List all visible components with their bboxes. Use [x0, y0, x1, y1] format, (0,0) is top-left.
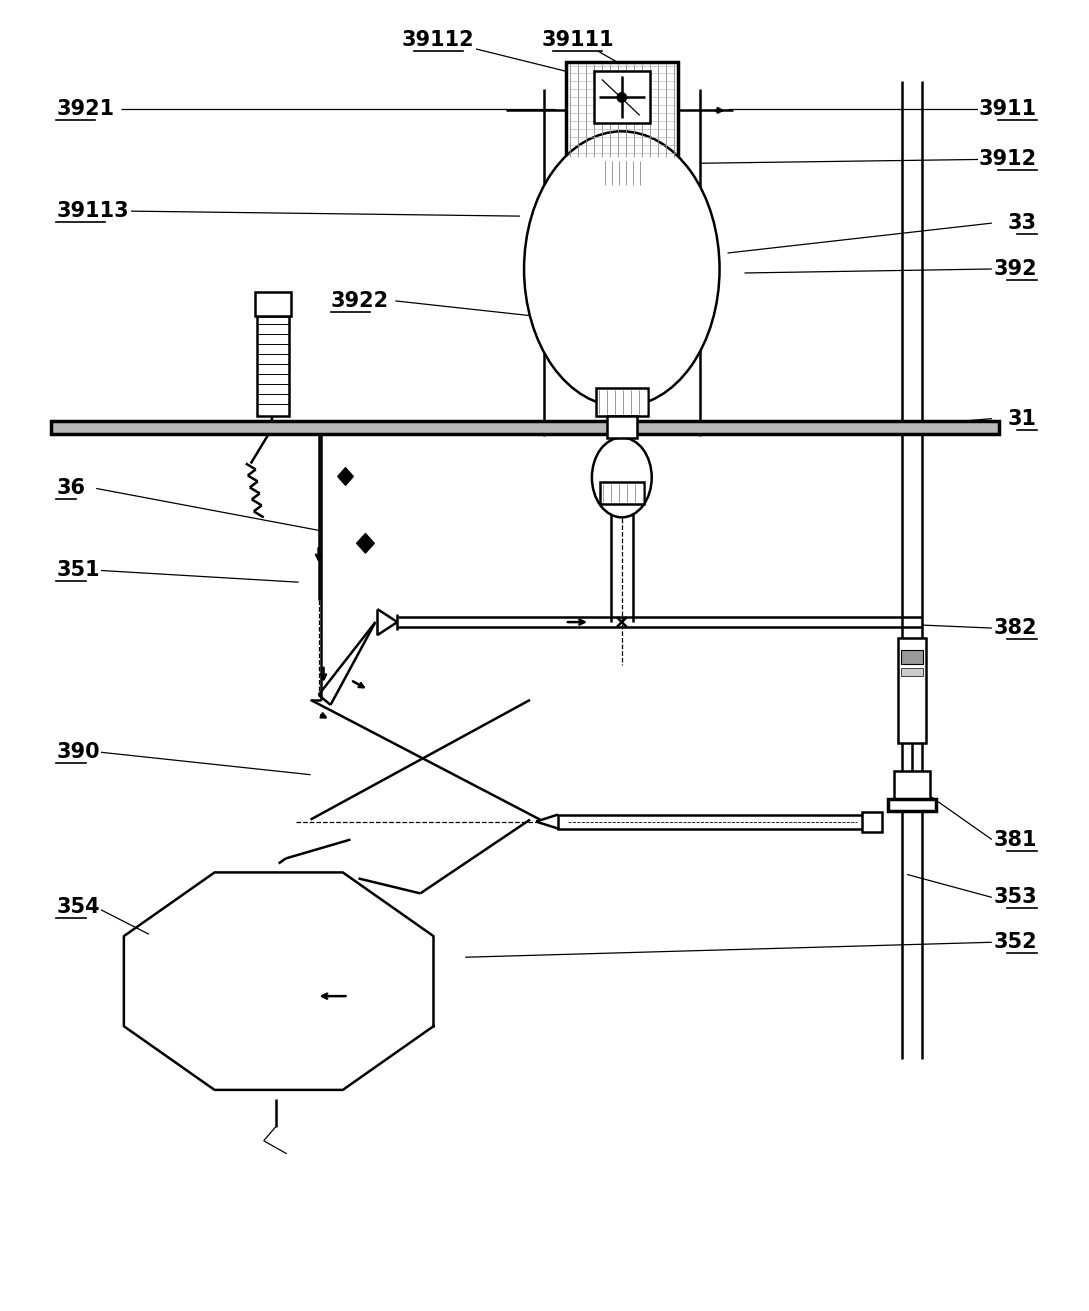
Circle shape: [616, 93, 627, 102]
Polygon shape: [338, 468, 354, 485]
Bar: [257, 316, 289, 416]
Bar: [862, 812, 882, 831]
Text: 3921: 3921: [57, 100, 114, 119]
Text: 351: 351: [57, 560, 100, 581]
Bar: [901, 650, 923, 663]
Bar: [558, 814, 867, 829]
Text: 3911: 3911: [979, 100, 1037, 119]
Text: 354: 354: [57, 897, 100, 918]
Bar: [255, 292, 291, 316]
Bar: [602, 159, 641, 187]
Text: 39112: 39112: [402, 30, 475, 50]
Text: 390: 390: [57, 742, 100, 762]
Text: 381: 381: [993, 830, 1037, 850]
Text: 39113: 39113: [57, 201, 129, 222]
Bar: [594, 72, 650, 123]
Bar: [566, 62, 677, 159]
Text: 31: 31: [1007, 409, 1037, 429]
Bar: [600, 482, 644, 505]
Polygon shape: [356, 534, 375, 553]
Text: 39111: 39111: [541, 30, 614, 50]
Text: 3922: 3922: [331, 291, 389, 311]
Bar: [596, 388, 648, 416]
Text: 382: 382: [993, 617, 1037, 638]
Bar: [51, 421, 999, 434]
Text: 36: 36: [57, 479, 85, 498]
Bar: [894, 771, 930, 798]
Text: 353: 353: [993, 888, 1037, 907]
Bar: [901, 669, 923, 676]
Ellipse shape: [524, 131, 720, 406]
Text: 352: 352: [993, 932, 1037, 952]
Bar: [898, 638, 926, 743]
Text: 392: 392: [993, 260, 1037, 279]
Text: 3912: 3912: [979, 149, 1037, 169]
Text: 33: 33: [1007, 214, 1037, 233]
Ellipse shape: [592, 438, 651, 518]
Bar: [889, 798, 937, 810]
Bar: [607, 416, 637, 438]
